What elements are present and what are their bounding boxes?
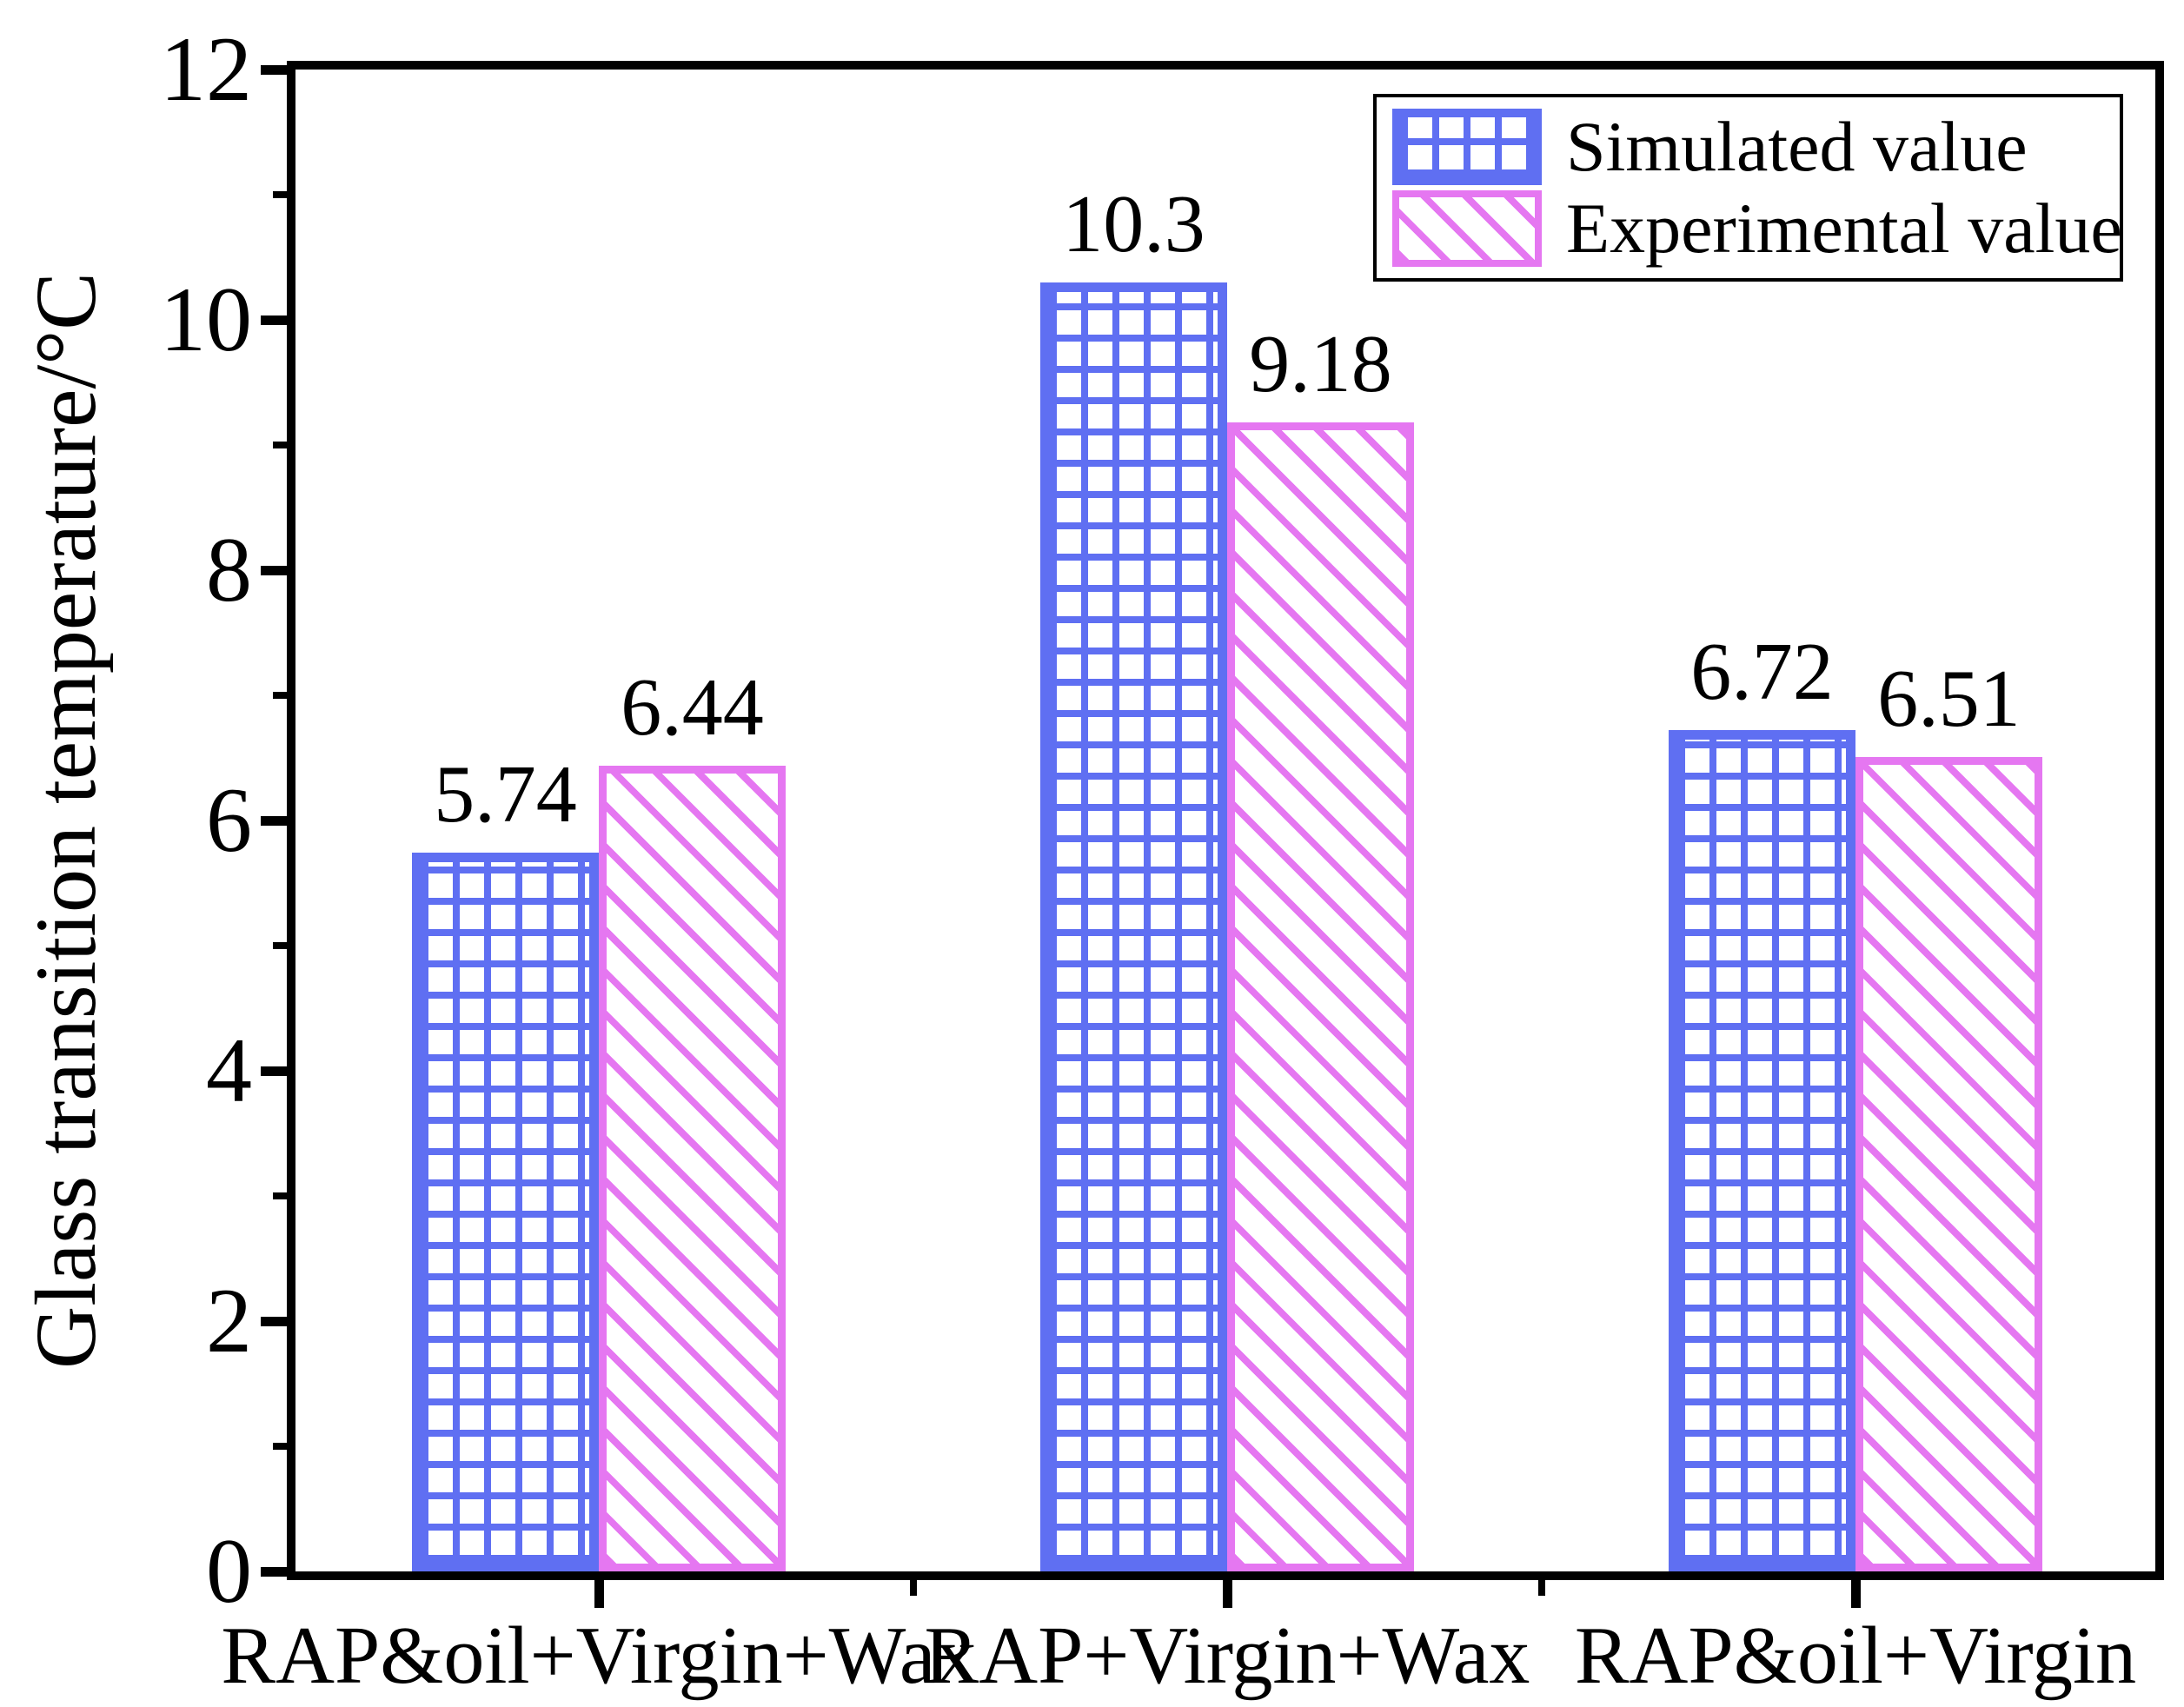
legend-item-experimental: Experimental value (1392, 190, 2122, 268)
y-axis-major-tick (261, 64, 287, 75)
bar-value-label: 6.51 (1877, 654, 2021, 744)
y-axis-major-tick (261, 1566, 287, 1577)
simulated-bar (1040, 282, 1227, 1571)
x-axis-minor-tick (1538, 1580, 1545, 1596)
bar-value-label: 9.18 (1249, 319, 1392, 409)
y-tick-label: 10 (160, 269, 252, 370)
x-category-label: RAP&oil+Virgin+Wax (221, 1611, 977, 1701)
experimental-bar (599, 766, 786, 1571)
bar-value-label: 5.74 (434, 749, 577, 840)
y-axis-minor-tick (273, 942, 287, 949)
y-axis-minor-tick (273, 442, 287, 448)
experimental-bar (1227, 422, 1414, 1571)
bar-value-label: 10.3 (1062, 179, 1205, 269)
simulated-bar (1669, 730, 1855, 1571)
simulated-value-swatch-icon (1392, 108, 1542, 185)
simulated-bar (412, 853, 599, 1571)
y-axis-major-tick (261, 815, 287, 826)
y-tick-label: 2 (206, 1270, 252, 1372)
x-axis-major-tick (594, 1580, 604, 1608)
y-axis-minor-tick (273, 191, 287, 198)
legend-label-experimental: Experimental value (1566, 189, 2122, 269)
y-axis-major-tick (261, 1066, 287, 1076)
y-axis-minor-tick (273, 692, 287, 699)
y-tick-label: 6 (206, 769, 252, 871)
x-axis-major-tick (1222, 1580, 1232, 1608)
x-axis-minor-tick (910, 1580, 917, 1596)
experimental-bar (1855, 757, 2042, 1571)
y-axis-major-tick (261, 1316, 287, 1326)
legend: Simulated value Experimental value (1373, 94, 2123, 282)
legend-item-simulated: Simulated value (1392, 106, 2111, 186)
y-tick-label: 4 (206, 1020, 252, 1121)
y-tick-label: 0 (206, 1520, 252, 1622)
y-tick-label: 8 (206, 519, 252, 621)
bar-value-label: 6.44 (621, 662, 764, 753)
y-axis-minor-tick (273, 1192, 287, 1199)
y-axis-minor-tick (273, 1443, 287, 1450)
x-axis-major-tick (1850, 1580, 1861, 1608)
y-tick-label: 12 (160, 18, 252, 120)
x-category-label: RAP+Virgin+Wax (924, 1611, 1530, 1701)
x-category-label: RAP&oil+Virgin (1574, 1611, 2137, 1701)
experimental-value-swatch-icon (1392, 190, 1542, 268)
y-axis-major-tick (261, 565, 287, 575)
y-axis-major-tick (261, 315, 287, 325)
legend-label-simulated: Simulated value (1566, 106, 2028, 186)
bar-value-label: 6.72 (1690, 627, 1834, 717)
